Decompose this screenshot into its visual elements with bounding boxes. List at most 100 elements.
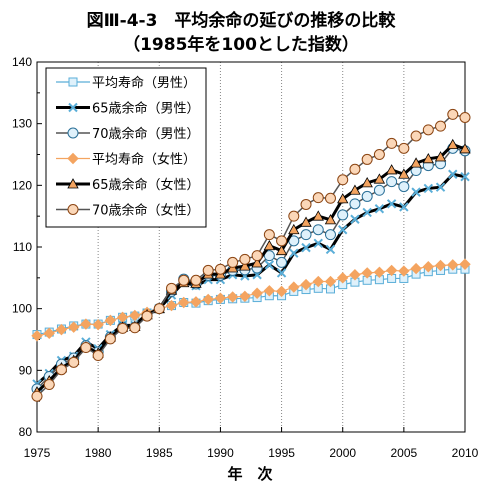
data-point [411,187,421,197]
data-point [202,264,214,276]
data-point [312,275,324,288]
data-point [263,250,275,262]
chart-title: 図Ⅲ-4-3 平均余命の延びの推移の比較 [86,11,396,31]
series-group [31,108,471,402]
data-point [67,178,79,189]
data-point [300,278,312,291]
data-point [251,287,263,299]
data-point [373,184,385,196]
data-point [337,174,349,186]
data-point [324,229,336,241]
x-axis-label: 年 次 [227,465,272,483]
data-point [80,318,92,330]
data-point [239,260,251,271]
data-point [129,322,141,334]
y-tick-label: 120 [12,178,32,192]
data-point [447,259,459,271]
data-point [55,323,68,336]
y-axis: 80 90 100 110 120 130 140 [12,55,42,439]
y-tick-label: 140 [12,55,32,69]
data-point [337,193,349,204]
data-point [324,192,336,204]
data-point [289,248,299,258]
y-tick-label: 90 [19,363,33,377]
data-point [337,272,349,284]
x-axis: 1975 1980 1985 1990 1995 2000 2005 2010 [24,427,479,460]
data-point [68,356,80,368]
data-point [410,262,422,275]
data-point [31,390,43,402]
data-point [288,210,300,222]
legend: 平均寿命（男性） 65歳余命（男性） 70歳余命（男性） 平均寿命（女性） 65歳余命（… [45,67,207,228]
data-point [300,229,312,241]
x-tick-label: 1985 [146,446,173,460]
x-tick-label: 1980 [85,446,112,460]
x-tick-label: 1975 [24,446,51,460]
x-tick-label: 1995 [268,446,295,460]
data-point [385,264,398,277]
data-point [312,192,324,204]
data-point [459,112,471,123]
legend-item: 平均寿命（男性） [56,75,196,91]
data-point [227,256,239,268]
data-point [276,235,288,247]
data-point [214,263,226,275]
data-point [423,183,434,194]
data-point [67,321,80,333]
data-point [459,143,471,154]
data-point [239,253,251,265]
data-point [398,142,410,154]
data-point [67,204,79,215]
data-point [361,177,373,188]
data-point [447,108,459,120]
data-point [117,322,129,334]
legend-box [45,67,207,228]
legend-item: 平均寿命（女性） [56,152,196,168]
data-point [80,342,92,354]
x-tick-label: 2010 [452,446,479,460]
data-point [373,266,386,278]
data-point [422,152,434,164]
legend-item: 65歳余命（女性） [56,177,200,193]
data-point [460,171,470,182]
data-point [141,310,153,322]
data-point [385,164,398,175]
data-point [422,124,434,136]
x-tick-label: 2005 [391,446,418,460]
data-point [399,202,409,212]
chart-subtitle: （1985年を100とした指数） [123,35,359,55]
data-point [31,330,43,342]
data-point [459,258,471,270]
data-point [214,292,227,304]
series-6 [31,108,471,402]
data-point [276,256,288,268]
data-point [410,130,422,142]
data-point [324,214,337,225]
data-point [251,250,263,262]
data-point [300,198,312,210]
data-point [386,176,398,188]
data-point [373,173,386,184]
data-point [190,274,202,286]
data-point [361,153,373,165]
series-4 [31,258,471,342]
legend-label: 平均寿命（男性） [92,75,196,91]
x-tick-label: 1990 [207,446,234,460]
data-point [92,318,104,331]
data-point [104,333,116,345]
data-point [67,127,79,139]
data-point [202,293,214,306]
data-point [373,149,385,160]
legend-label: 65歳余命（男性） [92,101,200,117]
data-point [312,210,324,221]
data-point [410,157,422,168]
legend-item: 70歳余命（女性） [56,203,200,219]
data-point [275,244,288,256]
data-point [43,327,55,340]
data-point [92,350,104,362]
data-point [325,244,336,255]
data-point [361,190,373,202]
y-tick-label: 80 [19,425,33,439]
data-point [398,181,410,193]
data-point [313,238,323,249]
